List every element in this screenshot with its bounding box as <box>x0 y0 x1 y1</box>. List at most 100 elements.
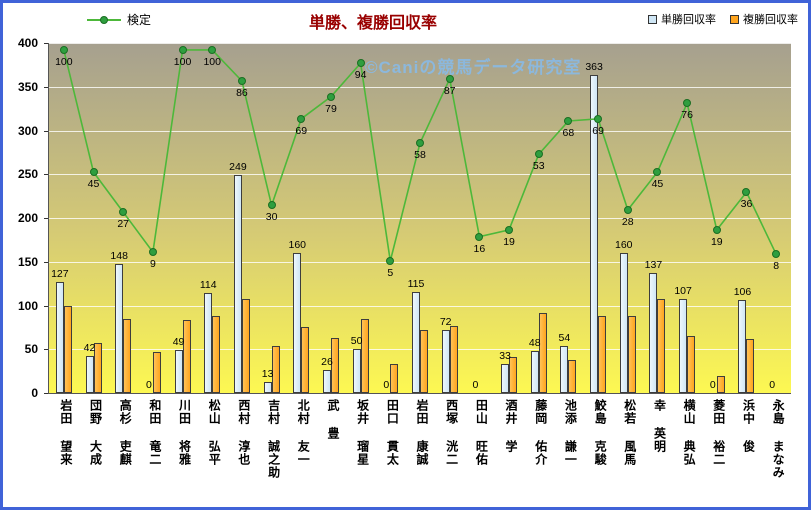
bar-value-label: 72 <box>439 316 452 328</box>
y-tick-label: 250 <box>17 167 38 182</box>
gridline <box>49 305 791 307</box>
kentei-value-label: 87 <box>443 84 456 97</box>
y-axis: 400 350 300 250 200 150 100 50 0 <box>3 36 48 403</box>
x-axis-label: 和田 竜二 <box>147 399 162 466</box>
bar-tansho <box>263 381 272 393</box>
y-tick-mark <box>44 305 48 307</box>
y-tick-mark <box>44 174 48 176</box>
bar-value-label: 48 <box>528 337 541 349</box>
bar-tansho <box>352 349 361 393</box>
y-tick-label: 100 <box>17 298 38 313</box>
kentei-value-label: 45 <box>87 178 100 191</box>
bar-tansho <box>738 300 747 393</box>
kentei-marker <box>445 74 454 83</box>
x-axis-label: 横山 典弘 <box>682 399 697 466</box>
kentei-line-marker-icon <box>87 14 121 26</box>
bar-tansho <box>85 356 94 393</box>
bar-fukusho <box>182 320 191 393</box>
kentei-marker <box>594 114 603 123</box>
kentei-value-label: 36 <box>740 198 753 211</box>
y-tick-label: 350 <box>17 79 38 94</box>
bar-value-label: 127 <box>51 267 69 280</box>
bar-value-label: 0 <box>472 379 479 391</box>
kentei-value-label: 58 <box>414 149 426 162</box>
kentei-value-label: 9 <box>149 258 156 271</box>
kentei-value-label: 69 <box>592 124 604 137</box>
kentei-marker <box>653 168 662 177</box>
bar-tansho <box>55 281 64 393</box>
kentei-value-label: 5 <box>387 267 394 279</box>
kentei-value-label: 86 <box>236 87 248 99</box>
kentei-value-label: 69 <box>295 124 308 137</box>
kentei-marker <box>148 248 157 257</box>
x-axis-label: 鮫島 克駿 <box>593 399 608 466</box>
bar-fukusho <box>627 316 636 393</box>
bar-fukusho <box>271 345 280 393</box>
x-axis-label: 坂井 瑠星 <box>355 399 370 466</box>
bar-fukusho <box>449 325 458 393</box>
y-tick-label: 400 <box>17 36 38 50</box>
kentei-value-label: 100 <box>173 55 192 68</box>
bar-value-label: 106 <box>733 286 752 299</box>
x-axis: 岩田 望来 団野 大成 高杉 吏麒 和田 竜二 川田 将雅 松山 弘平 西村 淳也 吉村 誠之… <box>48 397 790 507</box>
x-axis-label: 吉村 誠之助 <box>266 399 281 479</box>
kentei-value-label: 27 <box>117 218 130 231</box>
bar-fukusho <box>509 357 518 393</box>
kentei-value-label: 19 <box>503 235 515 248</box>
bar-tansho <box>322 370 331 393</box>
x-axis-label: 池添 謙一 <box>563 399 578 466</box>
kentei-marker <box>505 225 514 234</box>
kentei-value-label: 94 <box>354 69 367 82</box>
watermark: ©Caniの競馬データ研究室 <box>365 58 582 77</box>
kentei-marker <box>564 117 573 125</box>
y-tick-mark <box>44 86 48 88</box>
x-axis-label: 田山 旺佑 <box>474 399 489 466</box>
kentei-value-label: 28 <box>621 215 634 228</box>
kentei-value-label: 16 <box>473 242 486 255</box>
bar-fukusho <box>301 327 310 393</box>
gridline <box>49 130 791 132</box>
x-axis-label: 松若 風馬 <box>622 399 637 466</box>
y-tick-mark <box>44 393 48 394</box>
x-axis-label: 菱田 裕二 <box>711 399 726 466</box>
bar-value-label: 160 <box>288 239 307 251</box>
x-axis-label: 団野 大成 <box>88 399 103 466</box>
legend-kentei: 検定 <box>87 11 151 28</box>
bar-tansho <box>441 330 450 393</box>
bar-value-label: 137 <box>644 259 663 272</box>
kentei-value-label: 76 <box>681 109 693 122</box>
bar-tansho <box>115 263 124 393</box>
legend-tansho-label: 単勝回収率 <box>661 14 716 26</box>
gridline <box>49 218 791 219</box>
gridline <box>49 43 791 44</box>
y-tick-mark <box>44 349 48 351</box>
x-axis-label: 高杉 吏麒 <box>118 399 133 466</box>
bar-fukusho <box>360 318 369 393</box>
x-axis-label: 浜中 俊 <box>741 399 756 453</box>
kentei-value-label: 53 <box>532 160 545 173</box>
gridline <box>49 174 791 176</box>
kentei-marker <box>712 225 721 234</box>
bar-tansho <box>619 253 628 393</box>
bar-fukusho <box>241 298 250 393</box>
bar-value-label: 0 <box>709 379 716 391</box>
kentei-line <box>63 49 777 262</box>
bar-value-label: 114 <box>199 279 217 292</box>
kentei-marker <box>119 208 128 217</box>
kentei-marker <box>742 188 751 197</box>
y-tick-mark <box>44 130 48 132</box>
kentei-marker <box>356 59 365 68</box>
bar-value-label: 249 <box>229 161 247 174</box>
x-axis-label: 酒井 学 <box>504 399 519 453</box>
bar-value-label: 148 <box>110 249 128 262</box>
bar-fukusho <box>123 318 132 393</box>
y-tick-mark <box>44 218 48 219</box>
bar-tansho <box>233 175 242 393</box>
bar-fukusho <box>152 351 161 393</box>
x-axis-label: 西塚 洸二 <box>444 399 459 466</box>
bar-value-label: 160 <box>614 239 633 251</box>
bar-fukusho <box>746 338 755 393</box>
tansho-swatch <box>648 14 657 24</box>
bar-value-label: 0 <box>383 379 390 391</box>
bar-tansho <box>530 351 539 393</box>
